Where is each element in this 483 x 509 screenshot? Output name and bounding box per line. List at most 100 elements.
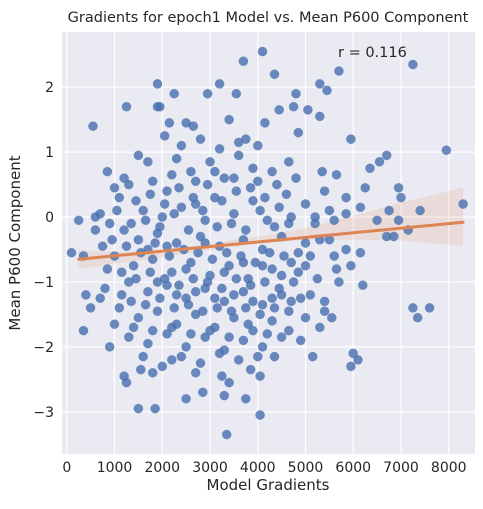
scatter-point [119, 173, 129, 183]
scatter-point [159, 131, 170, 141]
scatter-point [288, 101, 299, 112]
scatter-point [274, 283, 285, 294]
scatter-point [276, 332, 287, 342]
scatter-point [197, 205, 208, 216]
scatter-point [240, 303, 251, 313]
scatter-point [245, 364, 256, 375]
scatter-point [90, 212, 101, 222]
scatter-point [257, 299, 268, 310]
scatter-point [310, 212, 320, 222]
scatter-point [114, 303, 125, 313]
scatter-point [300, 260, 311, 271]
scatter-point [317, 166, 328, 177]
scatter-point [176, 351, 187, 362]
scatter-point [155, 221, 165, 232]
scatter-point [147, 254, 158, 265]
regression-line [77, 220, 465, 261]
scatter-point [331, 169, 342, 180]
scatter-point [133, 150, 144, 161]
scatter-point [341, 208, 351, 219]
x-tick-label: 5000 [288, 460, 324, 476]
scatter-point [183, 225, 194, 235]
scatter-point [248, 195, 258, 206]
scatter-point [109, 182, 120, 193]
scatter-point [166, 322, 177, 333]
scatter-point [145, 267, 156, 278]
scatter-point [260, 118, 270, 128]
x-tick-label: 4000 [240, 460, 276, 476]
scatter-point [229, 208, 239, 219]
scatter-point [229, 173, 239, 183]
scatter-point [126, 296, 137, 307]
y-tick-label: 1 [45, 145, 54, 161]
scatter-point [322, 85, 332, 96]
scatter-point [138, 205, 149, 216]
scatter-point [190, 176, 201, 187]
scatter-point [214, 79, 225, 89]
scatter-point [393, 215, 404, 226]
scatter-point [109, 319, 120, 330]
scatter-point [281, 189, 292, 200]
scatter-point [200, 332, 211, 342]
scatter-point [245, 182, 256, 193]
scatter-point [131, 195, 141, 206]
scatter-point [169, 208, 180, 219]
scatter-point [97, 241, 108, 252]
y-tick-label: −3 [33, 405, 54, 421]
scatter-point [231, 273, 242, 284]
scatter-point [186, 329, 196, 339]
scatter-point [162, 329, 172, 339]
scatter-point [78, 325, 89, 336]
scatter-point [197, 306, 208, 317]
x-tick-label: 1000 [97, 460, 133, 476]
scatter-point [174, 280, 184, 291]
scatter-point [176, 140, 187, 151]
scatter-point [140, 299, 151, 310]
scatter-point [205, 156, 215, 167]
scatter-point [353, 355, 363, 365]
scatter-point [152, 79, 163, 89]
scatter-point [346, 361, 356, 372]
y-tick-label: 0 [45, 210, 54, 226]
scatter-point [171, 290, 182, 300]
scatter-point [123, 332, 134, 342]
scatter-point [133, 312, 144, 323]
scatter-point [269, 351, 280, 362]
scatter-point [293, 267, 304, 278]
scatter-point [224, 260, 234, 271]
scatter-point [181, 264, 191, 274]
scatter-point [300, 312, 311, 323]
scatter-point [300, 238, 311, 248]
scatter-point [295, 293, 306, 304]
scatter-point [374, 156, 385, 167]
scatter-point [408, 303, 418, 313]
scatter-point [424, 303, 435, 313]
scatter-point [357, 280, 368, 291]
scatter-point [107, 234, 117, 245]
scatter-point [219, 296, 230, 307]
scatter-point [155, 101, 165, 112]
x-tick-label: 8000 [431, 460, 467, 476]
y-tick-label: −1 [33, 275, 54, 291]
scatter-points [66, 46, 468, 440]
scatter-point [181, 393, 191, 404]
scatter-point [441, 145, 452, 156]
scatter-point [197, 387, 208, 398]
scatter-point [264, 247, 275, 258]
scatter-point [262, 215, 273, 226]
scatter-point [219, 267, 230, 278]
scatter-point [243, 319, 254, 330]
y-tick-label: 2 [45, 80, 54, 96]
scatter-point [334, 66, 344, 76]
scatter-point [412, 312, 423, 323]
scatter-point [341, 244, 351, 255]
scatter-point [252, 140, 263, 151]
scatter-point [183, 299, 194, 310]
scatter-point [365, 163, 375, 174]
x-tick-label: 0 [62, 460, 71, 476]
x-tick-label: 6000 [335, 460, 371, 476]
scatter-point [238, 257, 249, 268]
scatter-point [190, 367, 201, 378]
scatter-point [283, 156, 294, 167]
scatter-point [131, 273, 141, 284]
